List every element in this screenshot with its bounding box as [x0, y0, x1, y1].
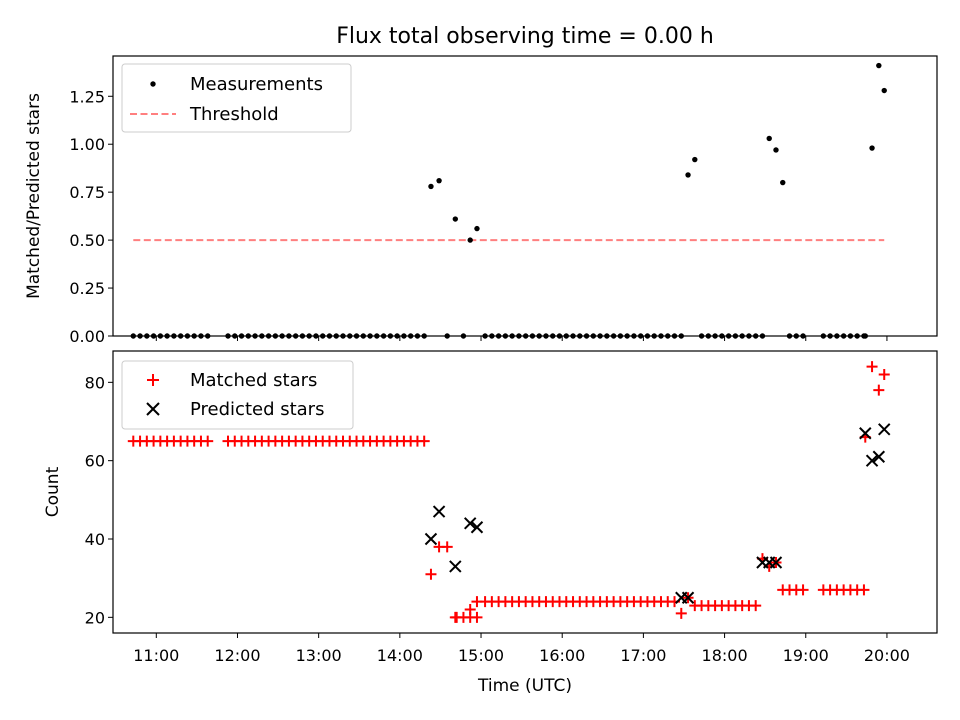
measurement-point [773, 147, 779, 153]
predicted-star-point [424, 532, 438, 546]
matched-star-point [750, 600, 762, 612]
x-tick-label: 11:00 [133, 646, 179, 665]
measurement-point [467, 237, 473, 243]
matched-star-point [878, 369, 890, 380]
top-y-tick-label: 1.25 [69, 87, 105, 106]
legend-marker-matched-stars [147, 374, 159, 386]
top-panel: 0.00 0.25 0.50 0.75 1.00 1.25 Matched/Predict… [24, 55, 938, 346]
predicted-star-point [859, 427, 872, 440]
x-tick-label: 14:00 [377, 646, 423, 665]
predicted-star-point [432, 505, 446, 518]
bottom-legend: Matched stars Predicted stars [121, 360, 354, 430]
predicted-star-point [470, 521, 484, 534]
bottom-panel: 20 40 60 80 11:00 12:00 13:00 14:00 15:00 16:00 1… [43, 350, 938, 696]
predicted-star-point [449, 560, 462, 573]
x-tick-label: 17:00 [620, 646, 666, 665]
x-tick-label: 15:00 [458, 646, 504, 665]
top-y-tick-label: 0.50 [69, 231, 105, 250]
measurement-point [685, 172, 691, 178]
bottom-y-tick-label: 80 [85, 373, 105, 392]
predicted-star-point [872, 450, 886, 463]
bottom-legend-box [121, 360, 354, 430]
matched-star-point [866, 361, 878, 373]
legend-label-threshold: Threshold [189, 104, 279, 125]
legend-label-predicted-stars: Predicted stars [190, 399, 324, 420]
measurement-point [876, 62, 882, 69]
x-tick-label: 16:00 [539, 646, 585, 665]
x-tick-label: 13:00 [296, 646, 342, 665]
matched-star-point [202, 435, 214, 447]
bottom-y-tick-label: 20 [85, 608, 105, 627]
matched-star-point [425, 568, 437, 580]
x-axis-label: Time (UTC) [477, 676, 572, 696]
matched-star-point [858, 584, 870, 596]
matched-star-point [418, 435, 430, 447]
top-y-axis-label: Matched/Predicted stars [24, 93, 44, 299]
legend-label-measurements: Measurements [190, 74, 323, 95]
matched-star-point [451, 611, 463, 623]
measurement-point [869, 145, 875, 151]
matched-star-point [441, 541, 453, 553]
predicted-star-point [769, 556, 783, 569]
x-tick-label: 20:00 [864, 646, 910, 665]
measurement-point [780, 179, 786, 186]
bottom-y-tick-label: 60 [85, 452, 105, 471]
figure-title: Flux total observing time = 0.00 h [336, 24, 714, 49]
x-tick-label: 19:00 [783, 646, 829, 665]
top-y-tick-label: 0.75 [69, 183, 105, 202]
legend-label-matched-stars: Matched stars [190, 370, 317, 391]
bottom-y-tick-label: 40 [85, 530, 105, 549]
measurement-point [474, 225, 480, 232]
top-legend-box [121, 63, 352, 133]
x-tick-label: 18:00 [702, 646, 748, 665]
measurement-point [452, 216, 459, 222]
matched-star-point [471, 611, 483, 623]
x-tick-label: 12:00 [214, 646, 260, 665]
matched-star-point [675, 607, 687, 619]
bottom-plot-frame [112, 350, 938, 634]
top-y-tick-label: 1.00 [69, 135, 105, 154]
measurement-point [436, 177, 442, 184]
bottom-y-axis-label: Count [43, 466, 63, 517]
top-y-tick-label: 0.00 [69, 327, 105, 346]
top-legend: Measurements Threshold [121, 63, 352, 133]
predicted-star-point [878, 423, 891, 436]
predicted-star-point [681, 591, 695, 604]
measurement-point [766, 135, 772, 142]
measurement-point [428, 183, 434, 190]
matched-star-point [873, 384, 885, 396]
predicted-star-point [463, 517, 477, 530]
matched-star-point [797, 584, 809, 596]
measurement-point [881, 87, 887, 94]
legend-marker-predicted-stars [146, 402, 160, 416]
predicted-star-point [865, 454, 879, 467]
legend-marker-measurements [150, 81, 156, 87]
measurement-point [692, 156, 698, 163]
top-plot-frame [112, 55, 938, 337]
top-y-tick-label: 0.25 [69, 279, 105, 298]
